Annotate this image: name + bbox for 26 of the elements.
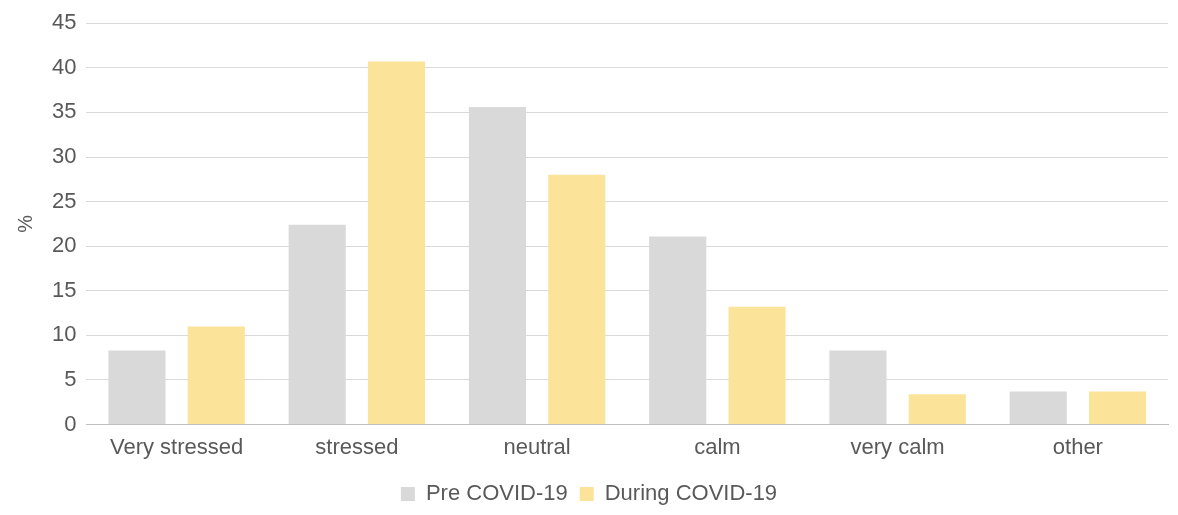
y-tick-label: 30 xyxy=(51,143,77,169)
bar xyxy=(728,306,786,425)
x-tick-label: neutral xyxy=(503,433,571,459)
y-tick-label: 45 xyxy=(51,9,77,35)
bar xyxy=(548,174,606,425)
x-tick-label: calm xyxy=(694,433,741,459)
y-tick-label: 15 xyxy=(51,276,77,302)
y-tick-label: 20 xyxy=(51,232,77,258)
bar xyxy=(187,326,245,425)
y-tick-label: 0 xyxy=(64,410,77,436)
legend-label: Pre COVID-19 xyxy=(425,480,568,506)
bar xyxy=(1088,391,1147,425)
y-tick-label: 35 xyxy=(51,98,77,124)
x-tick-label: Very stressed xyxy=(109,433,244,459)
y-axis-title: % xyxy=(13,214,36,233)
y-tick-label: 40 xyxy=(51,53,77,79)
y-tick-label: 25 xyxy=(51,187,77,213)
legend-label: During COVID-19 xyxy=(604,480,778,506)
y-tick-label: 10 xyxy=(51,321,77,347)
x-tick-label: very calm xyxy=(850,433,945,459)
x-tick-label: stressed xyxy=(315,433,399,459)
x-tick-label: other xyxy=(1052,433,1103,459)
bar xyxy=(367,61,426,425)
bar xyxy=(1009,391,1067,425)
y-tick-label: 5 xyxy=(64,366,77,392)
bar xyxy=(908,394,966,425)
